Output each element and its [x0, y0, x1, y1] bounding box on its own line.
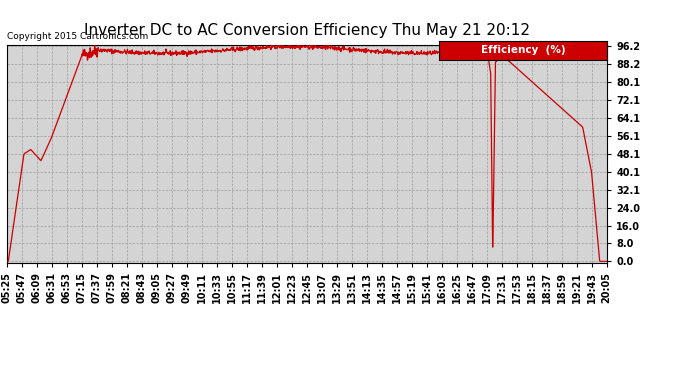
Title: Inverter DC to AC Conversion Efficiency Thu May 21 20:12: Inverter DC to AC Conversion Efficiency …	[84, 23, 530, 38]
Text: Copyright 2015 Cartronics.com: Copyright 2015 Cartronics.com	[7, 32, 148, 40]
